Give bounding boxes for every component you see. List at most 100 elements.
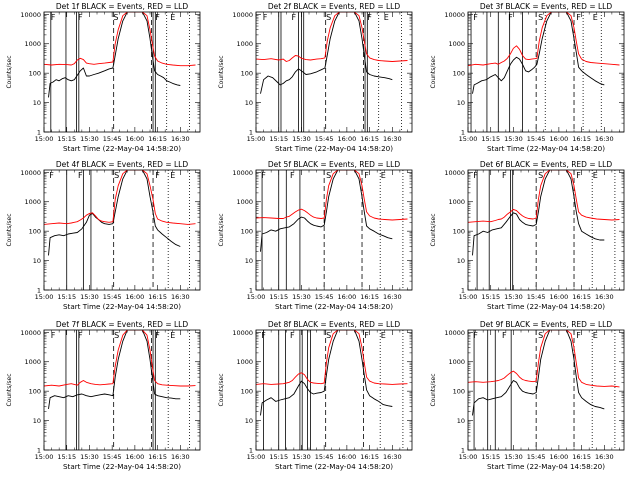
interval-marker-label: E <box>593 171 598 180</box>
interval-marker-label: F <box>292 13 297 22</box>
interval-marker-label: E <box>381 331 386 340</box>
plot-frame <box>255 169 413 291</box>
y-tick-label: 1000 <box>448 40 465 48</box>
y-tick-label: 10 <box>33 417 41 425</box>
y-tick-label: 100 <box>453 70 465 78</box>
x-tick-label: 16:00 <box>126 293 145 301</box>
x-tick-label: 16:15 <box>572 293 591 301</box>
x-tick-label: 16:00 <box>338 293 357 301</box>
y-tick-label: 1000 <box>448 198 465 206</box>
lld-series-line <box>256 12 408 62</box>
y-tick-label: 100 <box>241 228 253 236</box>
y-tick-label: 100 <box>453 228 465 236</box>
interval-marker-label: F <box>473 13 478 22</box>
y-tick-label: 10 <box>33 257 41 265</box>
y-axis-label: Counts/sec <box>430 55 437 88</box>
plot-frame <box>255 11 413 133</box>
interval-marker-label: F <box>576 331 581 340</box>
lld-series-line <box>44 330 196 387</box>
panel-title: Det 8f BLACK = Events, RED = LLD <box>268 320 401 329</box>
events-series-line <box>48 12 181 98</box>
interval-marker-label: F <box>51 331 56 340</box>
y-tick-label: 10000 <box>444 11 465 19</box>
x-tick-label: 16:30 <box>171 135 190 143</box>
interval-marker-label: E <box>170 171 175 180</box>
interval-marker-label: S <box>538 13 543 22</box>
x-tick-label: 16:00 <box>126 135 145 143</box>
y-axis-label: Counts/sec <box>218 373 225 406</box>
plot-frame <box>467 169 625 291</box>
panel-det-9: Det 9f BLACK = Events, RED = LLD Counts/s… <box>430 320 625 471</box>
panel-det-7: Det 7f BLACK = Events, RED = LLD Counts/s… <box>6 320 201 471</box>
x-tick-label: 15:45 <box>103 453 122 461</box>
x-tick-label: 15:30 <box>292 135 311 143</box>
x-tick-label: 16:00 <box>338 453 357 461</box>
y-tick-label: 10000 <box>20 169 41 177</box>
x-tick-label: 15:00 <box>35 453 54 461</box>
panel-det-2: Det 2f BLACK = Events, RED = LLD Counts/s… <box>218 2 413 153</box>
x-tick-label: 16:15 <box>148 453 167 461</box>
y-axis-label: Counts/sec <box>218 55 225 88</box>
interval-marker-label: S <box>326 13 331 22</box>
y-tick-label: 10000 <box>444 169 465 177</box>
x-tick-label: 16:30 <box>595 293 614 301</box>
y-tick-label: 100 <box>241 388 253 396</box>
y-tick-label: 1000 <box>24 198 41 206</box>
panel-title: Det 5f BLACK = Events, RED = LLD <box>268 160 401 169</box>
y-tick-label: 1 <box>249 287 253 295</box>
y-tick-label: 1 <box>37 287 41 295</box>
y-tick-label: 1 <box>461 287 465 295</box>
events-series-line <box>48 170 181 256</box>
interval-marker-label: S <box>114 171 119 180</box>
interval-marker-label: F <box>502 171 507 180</box>
x-axis-label: Start Time (22-May-04 14:58:20) <box>63 144 181 153</box>
y-tick-label: 1 <box>37 129 41 137</box>
x-tick-label: 16:00 <box>126 453 145 461</box>
lld-series-line <box>44 12 196 67</box>
panel-det-8: Det 8f BLACK = Events, RED = LLD Counts/s… <box>218 320 413 471</box>
panel-title: Det 6f BLACK = Events, RED = LLD <box>480 160 613 169</box>
x-axis-label: Start Time (22-May-04 14:58:20) <box>275 144 393 153</box>
panel-det-6: Det 6f BLACK = Events, RED = LLD Counts/s… <box>430 160 625 311</box>
x-tick-label: 15:45 <box>315 453 334 461</box>
interval-marker-label: F <box>78 171 83 180</box>
interval-marker-label: F <box>576 171 581 180</box>
x-tick-label: 15:30 <box>504 453 523 461</box>
x-tick-label: 15:00 <box>459 453 478 461</box>
x-tick-label: 15:00 <box>247 453 266 461</box>
x-tick-label: 15:00 <box>459 135 478 143</box>
interval-marker-label: F <box>263 13 268 22</box>
x-tick-label: 15:00 <box>35 293 54 301</box>
interval-marker-label: S <box>538 171 543 180</box>
interval-marker-label: F <box>364 171 369 180</box>
x-axis-label: Start Time (22-May-04 14:58:20) <box>275 462 393 471</box>
interval-marker-label: E <box>593 13 598 22</box>
y-tick-label: 10 <box>457 257 465 265</box>
x-tick-label: 16:30 <box>171 453 190 461</box>
events-series-line <box>472 330 605 416</box>
interval-marker-label: S <box>538 331 543 340</box>
interval-marker-label: F <box>473 331 478 340</box>
y-tick-label: 10 <box>457 417 465 425</box>
lld-series-line <box>468 330 620 388</box>
x-tick-label: 15:30 <box>504 293 523 301</box>
y-tick-label: 1000 <box>236 198 253 206</box>
interval-marker-label: S <box>326 331 331 340</box>
x-axis-label: Start Time (22-May-04 14:58:20) <box>487 144 605 153</box>
x-tick-label: 15:45 <box>527 293 546 301</box>
panel-det-1: Det 1f BLACK = Events, RED = LLD Counts/s… <box>6 2 201 153</box>
x-tick-label: 15:15 <box>269 135 288 143</box>
x-tick-label: 16:00 <box>550 135 569 143</box>
x-tick-label: 15:15 <box>57 135 76 143</box>
interval-marker-label: F <box>155 331 160 340</box>
plot-frame <box>255 329 413 451</box>
x-tick-label: 15:15 <box>269 453 288 461</box>
events-series-line <box>472 12 605 94</box>
x-axis-label: Start Time (22-May-04 14:58:20) <box>275 302 393 311</box>
y-tick-label: 10 <box>245 257 253 265</box>
y-tick-label: 100 <box>241 70 253 78</box>
interval-marker-label: S <box>114 331 119 340</box>
interval-marker-label: S <box>326 171 331 180</box>
